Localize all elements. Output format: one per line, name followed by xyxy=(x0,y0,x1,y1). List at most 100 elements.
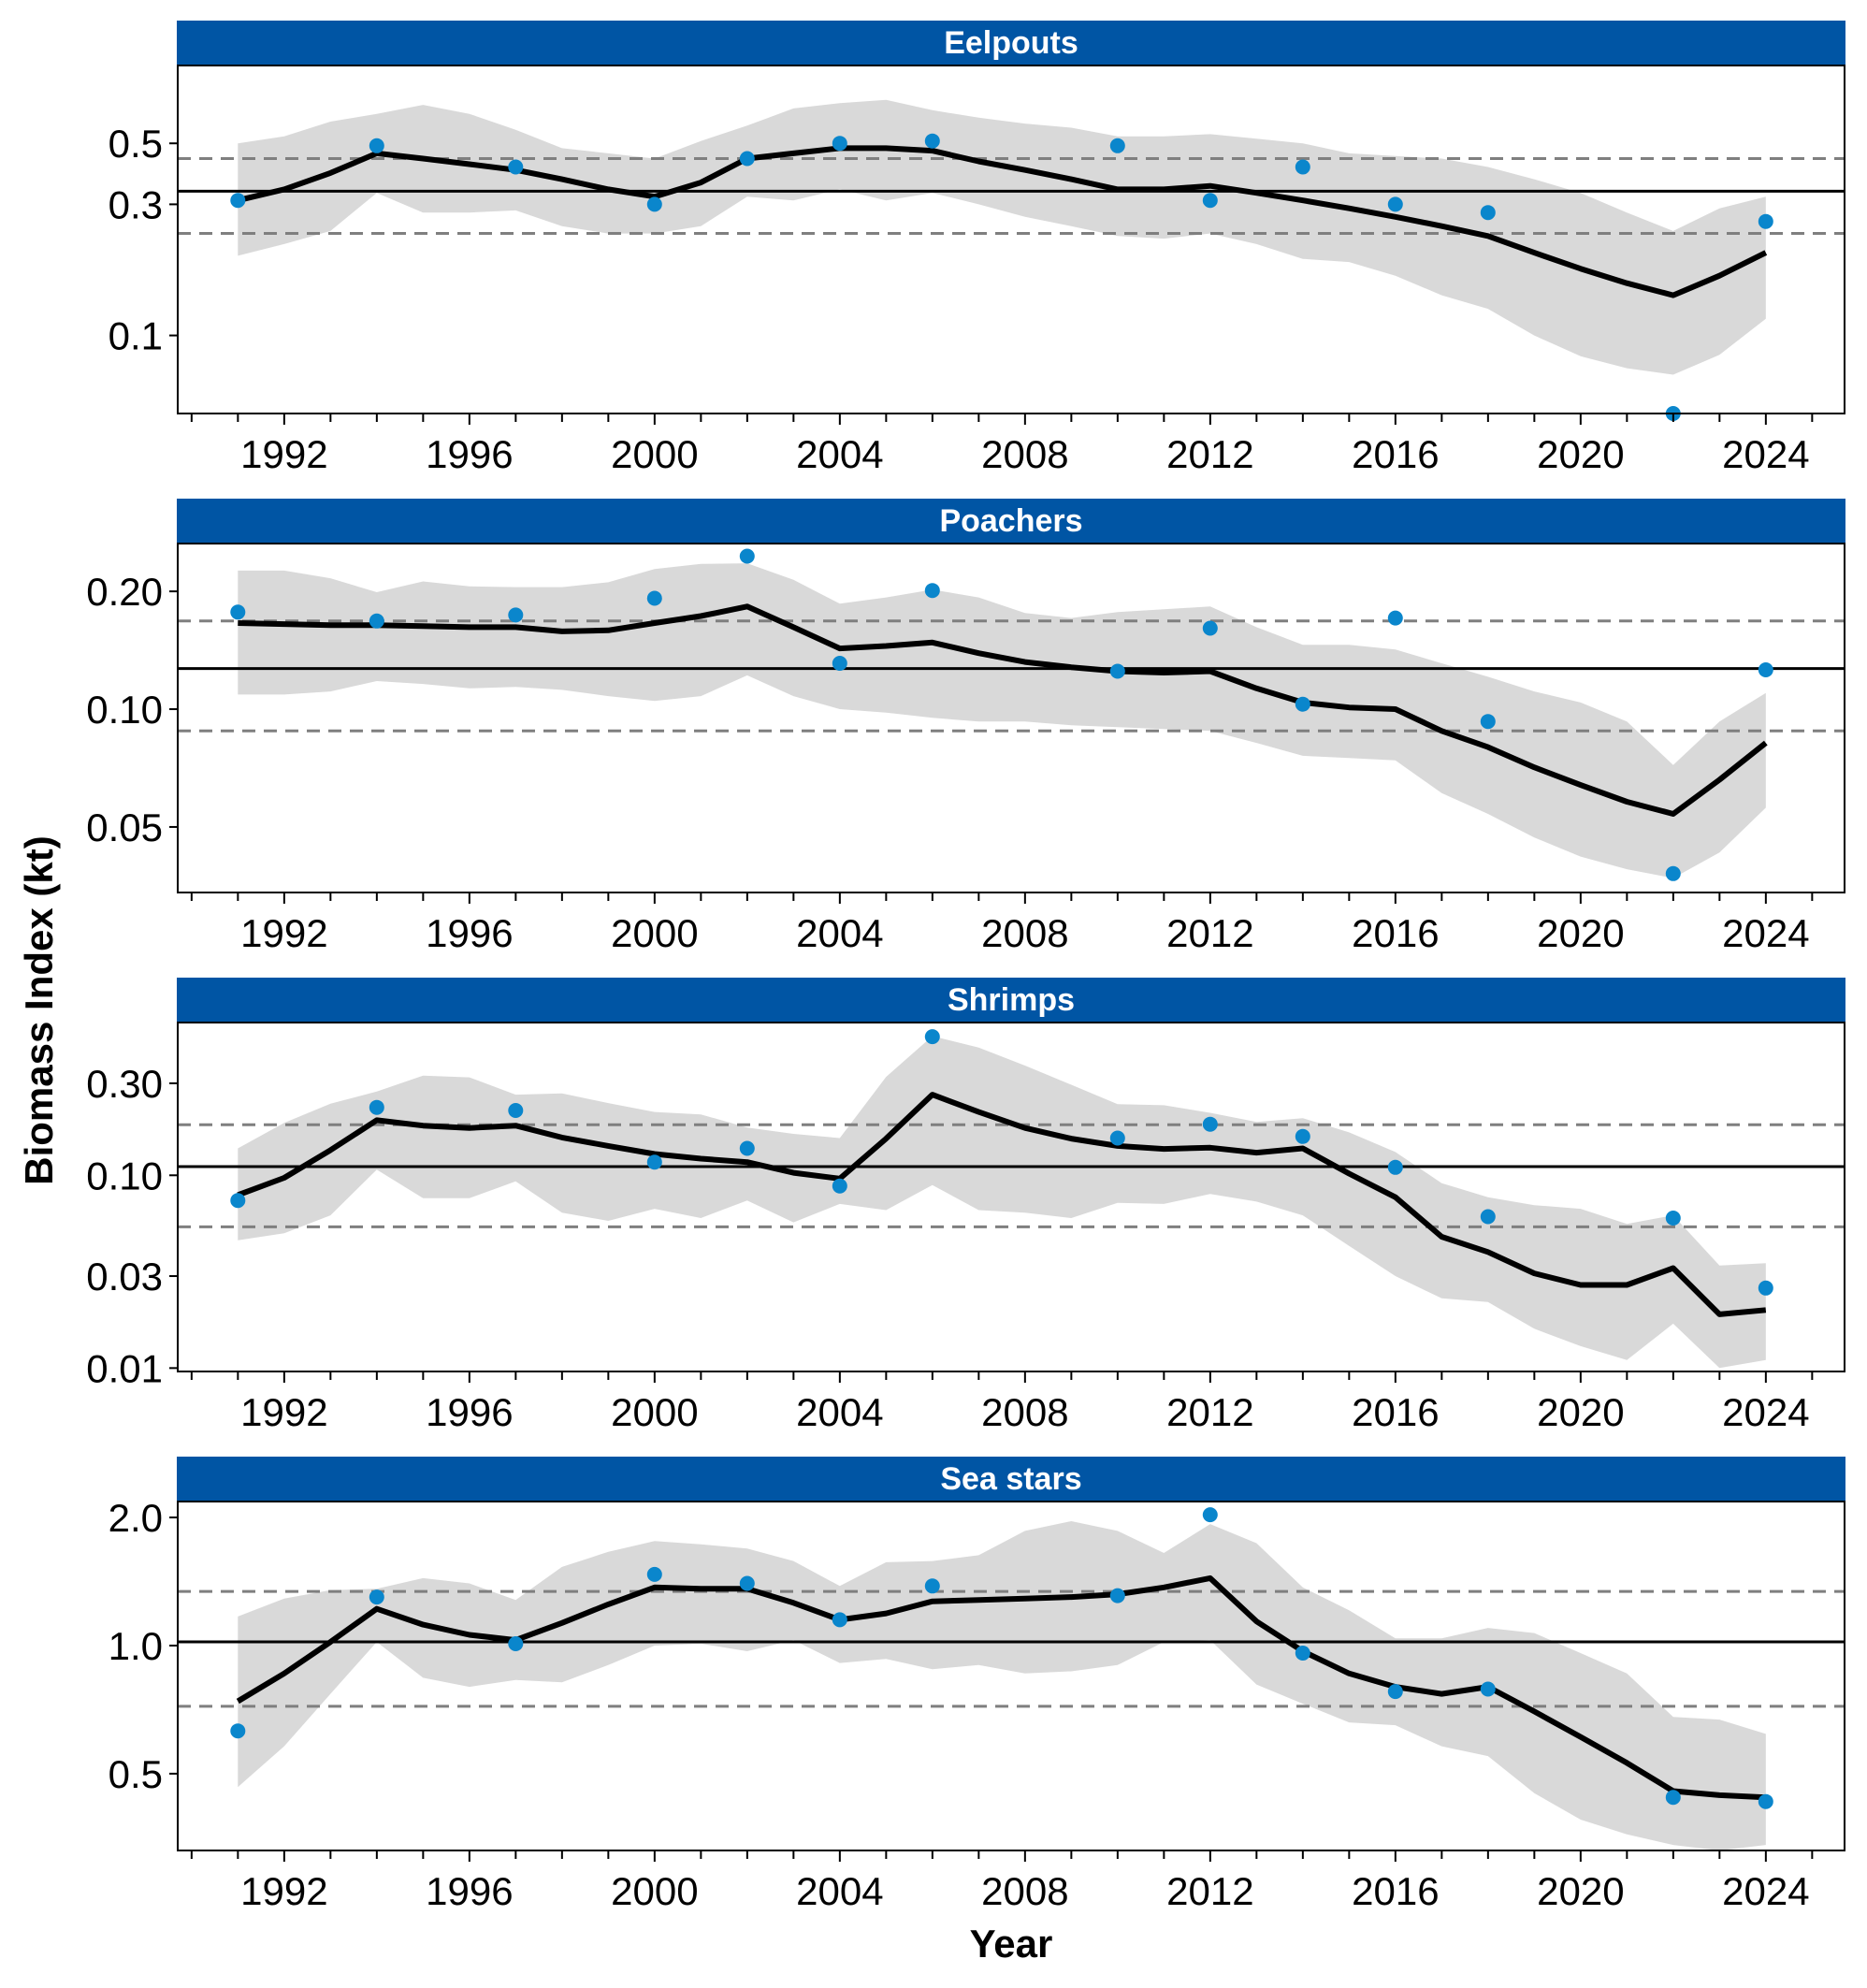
x-tick-label: 2016 xyxy=(1352,432,1439,476)
x-tick-label: 1992 xyxy=(240,432,327,476)
observed-point xyxy=(739,548,755,564)
observed-point xyxy=(646,1154,662,1170)
observed-point xyxy=(230,1723,246,1739)
observed-point xyxy=(369,1589,384,1605)
x-tick-label: 1996 xyxy=(426,432,513,476)
trend-line xyxy=(238,603,1768,817)
x-tick-label: 1992 xyxy=(240,1869,327,1913)
x-tick-label: 2020 xyxy=(1537,432,1624,476)
x-tick-label: 1996 xyxy=(426,1869,513,1913)
observed-point xyxy=(1758,662,1773,677)
x-tick-label: 2012 xyxy=(1166,1869,1253,1913)
observed-point xyxy=(1665,1211,1681,1226)
observed-point xyxy=(230,604,246,620)
observed-point xyxy=(369,138,384,153)
x-tick-label: 1992 xyxy=(240,911,327,955)
observed-point xyxy=(1758,1280,1773,1296)
x-tick-label: 2000 xyxy=(611,911,698,955)
panel-title: Sea stars xyxy=(940,1461,1081,1497)
x-tick-label: 2008 xyxy=(981,911,1068,955)
observed-point xyxy=(230,1193,246,1209)
panel-poachers: Poachers 0.05 0.10 0.20 1992 1996 2000 2004 2008… xyxy=(86,499,1845,955)
x-tick-label: 2000 xyxy=(611,1869,698,1913)
panel-border xyxy=(177,65,1845,414)
trend-line xyxy=(237,145,1768,298)
observed-point xyxy=(1387,610,1403,626)
observed-point xyxy=(646,1566,662,1582)
observed-point xyxy=(739,1575,755,1591)
x-tick-label: 2004 xyxy=(796,1390,883,1434)
x-axis-title: Year xyxy=(970,1922,1053,1966)
observed-point xyxy=(924,583,940,599)
observed-point xyxy=(1480,714,1496,730)
observed-point xyxy=(1202,1507,1218,1523)
observed-point xyxy=(1665,1790,1681,1806)
y-tick-label: 0.03 xyxy=(86,1255,163,1299)
confidence-ribbon xyxy=(238,1036,1766,1369)
x-tick-label: 2020 xyxy=(1537,1869,1624,1913)
chart-panels: Eelpouts 0.1 0.3 0.5 1992 1996 2000 2004 2008 201… xyxy=(86,21,1845,1913)
x-tick-label: 1996 xyxy=(426,911,513,955)
y-tick-label: 0.01 xyxy=(86,1346,163,1390)
observed-point xyxy=(646,196,662,212)
y-tick-label: 2.0 xyxy=(109,1496,163,1540)
observed-point xyxy=(1109,1130,1125,1146)
observed-point xyxy=(1665,865,1681,881)
observed-point xyxy=(1480,1209,1496,1225)
x-tick-label: 2004 xyxy=(796,1869,883,1913)
panel-shrimps: Shrimps 0.01 0.03 0.10 0.30 1992 1996 2000 2004 2… xyxy=(86,978,1845,1434)
observed-point xyxy=(1109,663,1125,679)
x-tick-label: 2020 xyxy=(1537,911,1624,955)
x-tick-label: 2004 xyxy=(796,432,883,476)
confidence-ribbon xyxy=(238,99,1766,375)
observed-point xyxy=(1202,1116,1218,1132)
observed-point xyxy=(1387,1159,1403,1175)
observed-point xyxy=(832,1612,847,1628)
plot-area xyxy=(178,563,1845,878)
y-tick-label: 0.5 xyxy=(109,1752,163,1796)
strip-header xyxy=(177,499,1845,544)
panel-title: Shrimps xyxy=(948,982,1075,1018)
y-tick-label: 0.05 xyxy=(86,805,163,849)
observed-point xyxy=(739,151,755,167)
trend-line xyxy=(237,1092,1767,1317)
x-tick-label: 2024 xyxy=(1722,911,1809,955)
x-tick-label: 2016 xyxy=(1352,1869,1439,1913)
observed-point xyxy=(1480,205,1496,221)
observed-point xyxy=(739,1140,755,1156)
x-tick-label: 2008 xyxy=(981,432,1068,476)
observed-point xyxy=(1387,196,1403,212)
observed-point xyxy=(1202,620,1218,636)
panel-border xyxy=(177,1022,1845,1372)
observed-point xyxy=(230,193,246,209)
strip-header xyxy=(177,978,1845,1023)
observed-point xyxy=(1109,138,1125,153)
x-tick-label: 2008 xyxy=(981,1869,1068,1913)
observed-point xyxy=(1109,1588,1125,1603)
x-tick-label: 2004 xyxy=(796,911,883,955)
panel-title: Poachers xyxy=(939,503,1082,539)
x-tick-label: 2016 xyxy=(1352,911,1439,955)
x-tick-label: 2020 xyxy=(1537,1390,1624,1434)
x-tick-label: 2012 xyxy=(1166,911,1253,955)
y-tick-label: 0.3 xyxy=(109,182,163,226)
observed-point xyxy=(508,159,524,175)
observed-point xyxy=(1480,1681,1496,1697)
observed-point xyxy=(924,133,940,149)
x-tick-label: 1992 xyxy=(240,1390,327,1434)
x-tick-label: 2008 xyxy=(981,1390,1068,1434)
observed-point xyxy=(508,607,524,623)
observed-point xyxy=(1295,1646,1310,1661)
panel-border xyxy=(177,1501,1845,1851)
x-tick-label: 2024 xyxy=(1722,432,1809,476)
y-tick-label: 0.1 xyxy=(109,314,163,358)
strip-header xyxy=(177,21,1845,65)
confidence-ribbon xyxy=(238,563,1766,878)
x-tick-label: 2012 xyxy=(1166,432,1253,476)
observed-point xyxy=(832,136,847,152)
observed-point xyxy=(508,1103,524,1118)
observed-point xyxy=(1295,696,1310,712)
panel-eelpouts: Eelpouts 0.1 0.3 0.5 1992 1996 2000 2004 2008 201… xyxy=(109,21,1845,476)
y-tick-label: 0.30 xyxy=(86,1062,163,1106)
observed-point xyxy=(1295,159,1310,175)
